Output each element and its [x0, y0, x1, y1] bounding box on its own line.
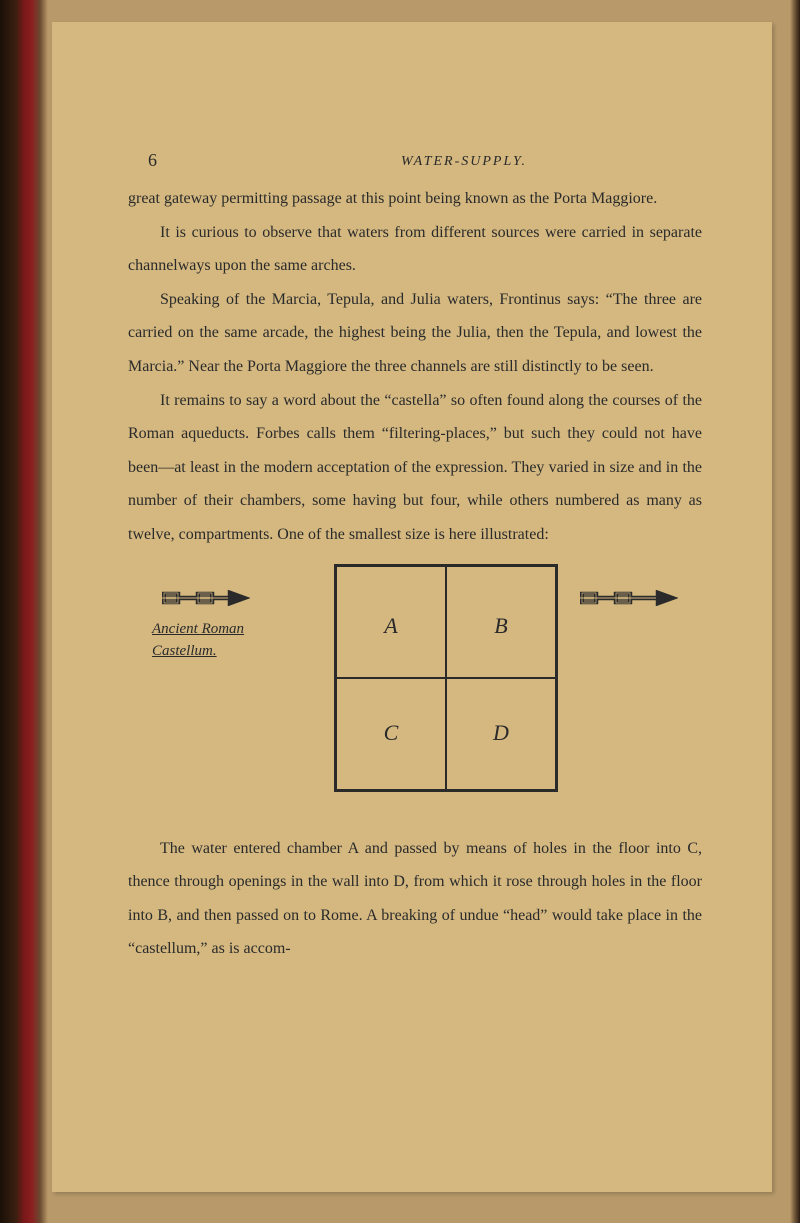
- outflow-arrow-icon: [580, 590, 678, 606]
- paragraph-3: Speaking of the Marcia, Tepula, and Juli…: [128, 283, 702, 384]
- paragraph-1: great gateway permitting passage at this…: [128, 182, 702, 216]
- cell-c: C: [336, 678, 446, 790]
- right-edge-shadow: [790, 0, 800, 1223]
- diagram-caption: Ancient Roman Castellum.: [152, 618, 244, 663]
- castellum-grid: A B C D: [334, 564, 558, 792]
- cell-b: B: [446, 566, 556, 678]
- body-text: great gateway permitting passage at this…: [128, 182, 702, 966]
- cell-a: A: [336, 566, 446, 678]
- paragraph-5: The water entered chamber A and passed b…: [128, 832, 702, 966]
- paragraph-4: It remains to say a word about the “cast…: [128, 384, 702, 552]
- inflow-arrow-icon: [162, 590, 250, 606]
- paragraph-2: It is curious to observe that waters fro…: [128, 216, 702, 283]
- caption-line-1: Ancient Roman: [152, 621, 244, 637]
- page-content: 6 WATER-SUPPLY. great gateway permitting…: [52, 22, 772, 1192]
- cell-d: D: [446, 678, 556, 790]
- castellum-diagram: Ancient Roman Castellum. A B C D: [128, 564, 702, 814]
- caption-line-2: Castellum.: [152, 643, 217, 659]
- running-header: WATER-SUPPLY.: [104, 154, 800, 170]
